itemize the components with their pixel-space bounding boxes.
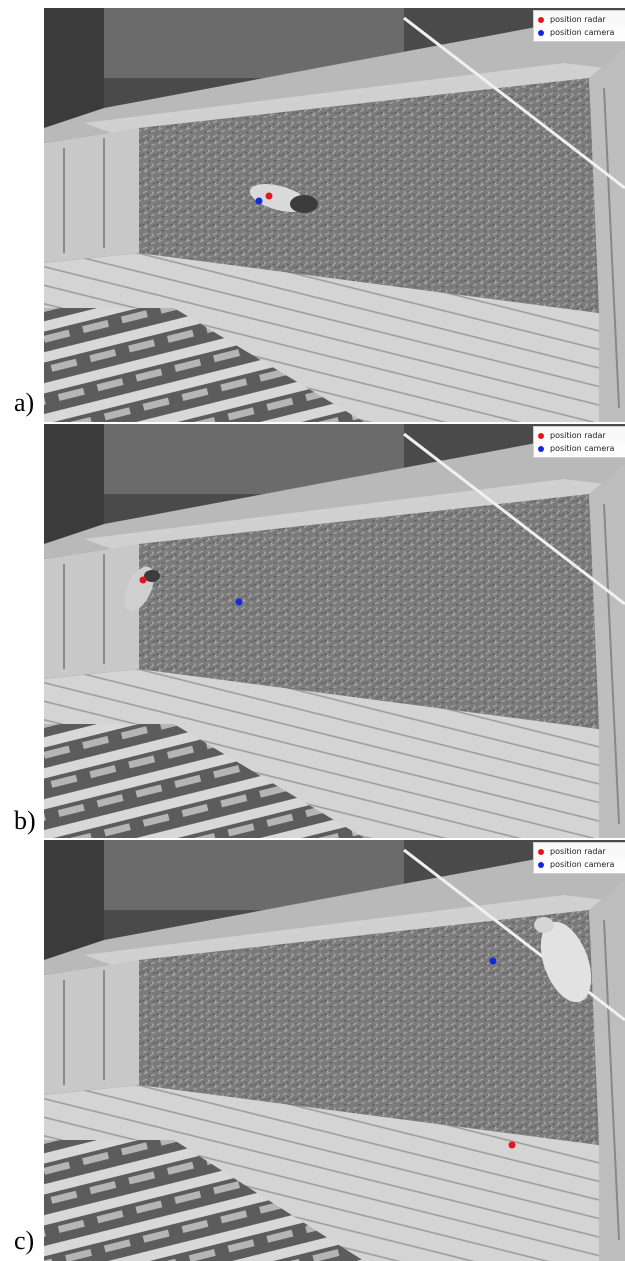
camera-position-marker (489, 958, 496, 965)
radar-position-marker (509, 1141, 516, 1148)
legend: position radar position camera (533, 10, 625, 42)
legend-label-radar: position radar (550, 15, 606, 24)
barn-pen-image (44, 8, 625, 422)
legend-item-radar: position radar (538, 13, 625, 26)
legend-item-radar: position radar (538, 845, 625, 858)
radar-position-marker (266, 192, 273, 199)
panel-label-b: b) (14, 808, 36, 834)
barn-pen-image (44, 424, 625, 838)
frame-panel-c: position radar position camera (44, 840, 625, 1261)
legend-label-camera: position camera (550, 28, 614, 37)
legend: position radar position camera (533, 842, 625, 874)
blue-dot-icon (538, 862, 544, 868)
legend-label-camera: position camera (550, 860, 614, 869)
barn-pen-image (44, 840, 625, 1261)
frame-panel-b: position radar position camera (44, 424, 625, 838)
legend-item-camera: position camera (538, 858, 625, 871)
legend-item-camera: position camera (538, 442, 625, 455)
radar-position-marker (140, 577, 147, 584)
panel-label-a: a) (14, 390, 34, 416)
legend-label-radar: position radar (550, 847, 606, 856)
red-dot-icon (538, 17, 544, 23)
legend-label-radar: position radar (550, 431, 606, 440)
legend-label-camera: position camera (550, 444, 614, 453)
blue-dot-icon (538, 30, 544, 36)
legend-item-camera: position camera (538, 26, 625, 39)
frame-panel-a: position radar position camera (44, 8, 625, 422)
legend: position radar position camera (533, 426, 625, 458)
camera-position-marker (255, 197, 262, 204)
camera-position-marker (236, 599, 243, 606)
blue-dot-icon (538, 446, 544, 452)
legend-item-radar: position radar (538, 429, 625, 442)
red-dot-icon (538, 433, 544, 439)
panel-label-c: c) (14, 1228, 34, 1254)
red-dot-icon (538, 849, 544, 855)
